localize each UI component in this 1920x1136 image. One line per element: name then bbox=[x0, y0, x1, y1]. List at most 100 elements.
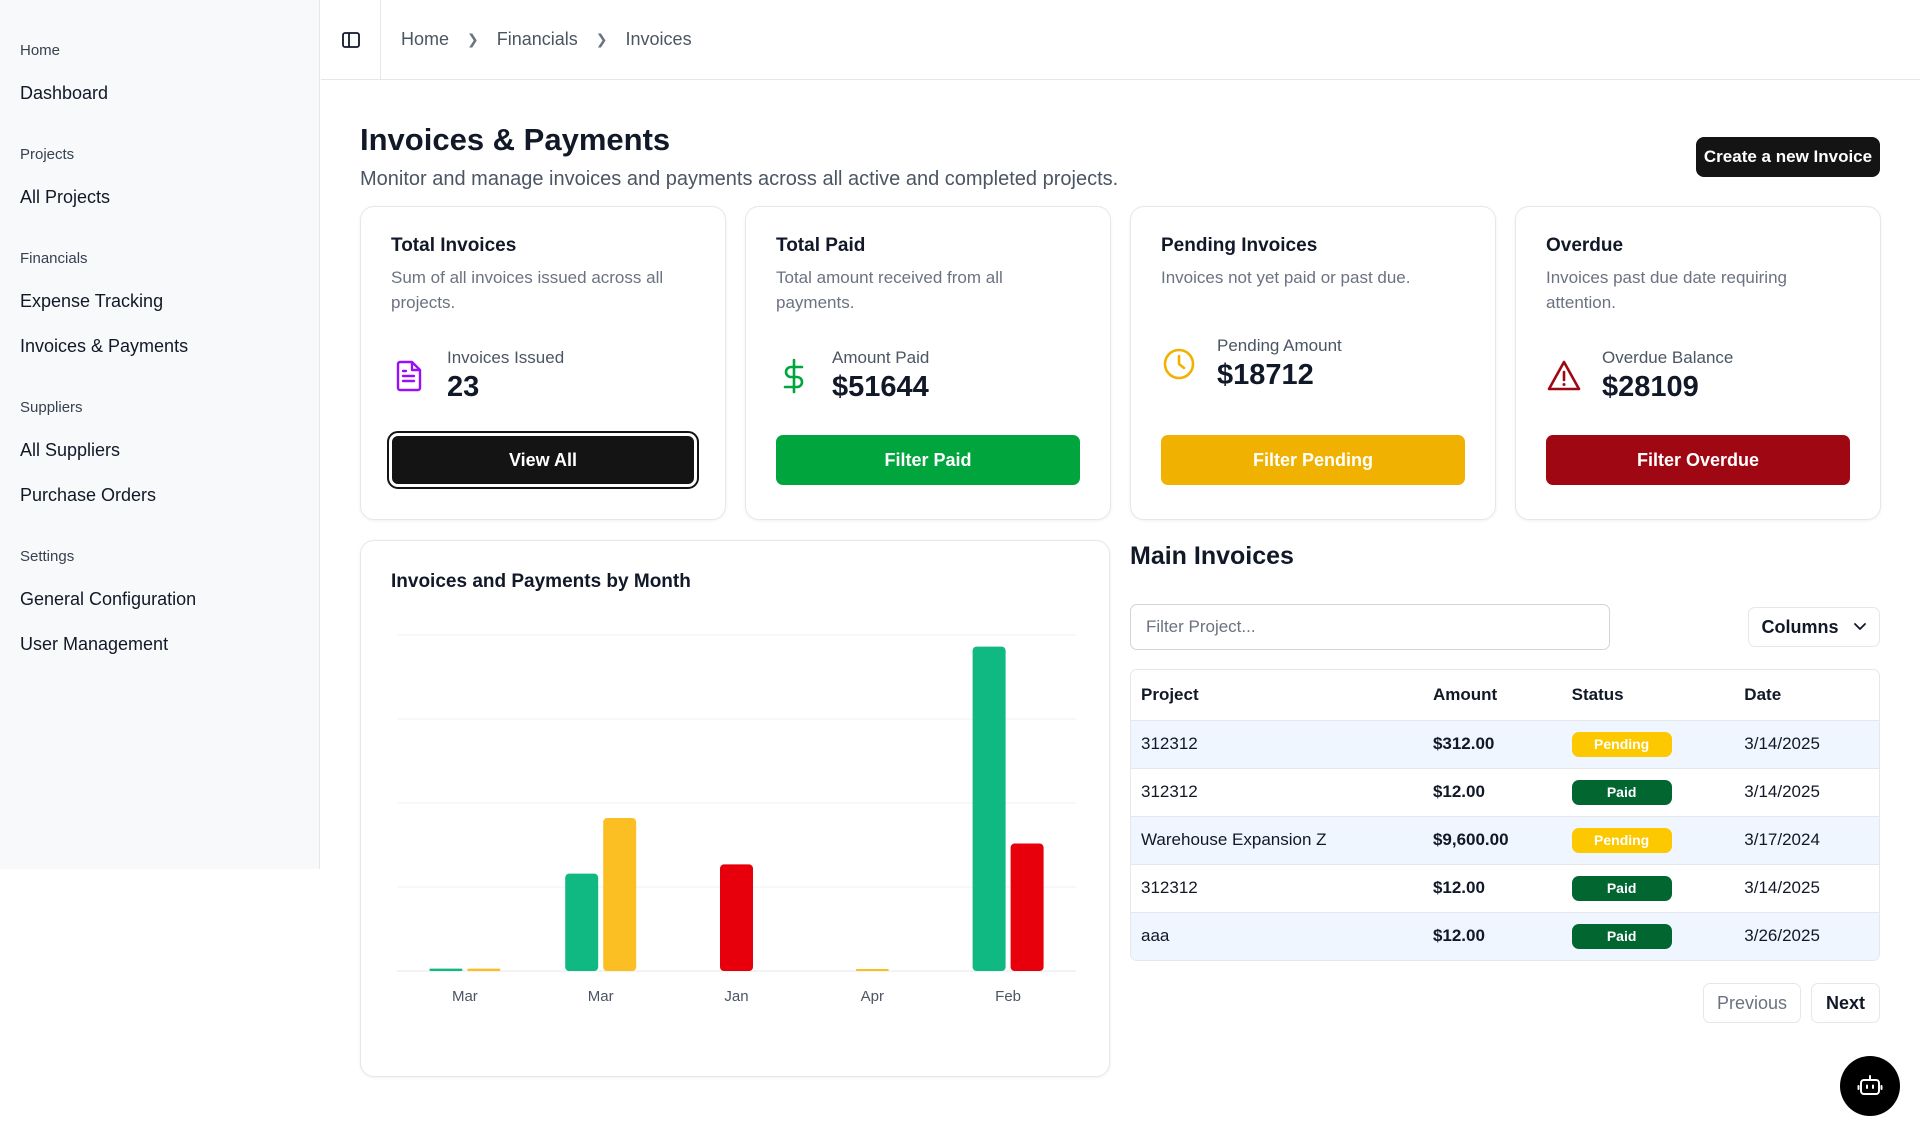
chart-bar[interactable] bbox=[1010, 843, 1044, 971]
chart-x-tick-label: Jan bbox=[724, 988, 748, 1005]
chevron-right-icon: ❯ bbox=[467, 31, 479, 47]
dollar-icon bbox=[776, 358, 812, 394]
card-metric: Pending Amount $18712 bbox=[1161, 335, 1342, 393]
sidebar-item-dashboard[interactable]: Dashboard bbox=[20, 83, 109, 103]
columns-button[interactable]: Columns bbox=[1748, 607, 1880, 647]
metric-text: Pending Amount $18712 bbox=[1217, 335, 1342, 393]
table-row[interactable]: 312312 $12.00 Paid 3/14/2025 bbox=[1131, 768, 1879, 817]
sidebar-item-general-configuration[interactable]: General Configuration bbox=[20, 589, 197, 609]
metric-value: 23 bbox=[447, 371, 480, 403]
cell-amount: $12.00 bbox=[1422, 864, 1562, 913]
cell-status: Pending bbox=[1561, 720, 1735, 769]
card-pending-invoices: Pending Invoices Invoices not yet paid o… bbox=[1130, 206, 1496, 520]
breadcrumb-invoices: Invoices bbox=[625, 29, 692, 49]
status-badge: Paid bbox=[1571, 779, 1672, 805]
table-row[interactable]: Warehouse Expansion Z $9,600.00 Pending … bbox=[1131, 816, 1879, 865]
sidebar-group-label: Financials bbox=[20, 250, 88, 267]
cell-date: 3/17/2024 bbox=[1734, 816, 1879, 865]
sidebar-item-all-projects[interactable]: All Projects bbox=[20, 187, 111, 207]
card-metric: Overdue Balance $28109 bbox=[1546, 347, 1733, 405]
cell-status: Pending bbox=[1561, 816, 1735, 865]
column-header-amount[interactable]: Amount bbox=[1422, 670, 1562, 721]
sidebar-group-projects: Projects All Projects bbox=[0, 144, 319, 212]
table-row[interactable]: 312312 $12.00 Paid 3/14/2025 bbox=[1131, 864, 1879, 913]
cell-project: aaa bbox=[1131, 912, 1423, 960]
metric-value: $18712 bbox=[1217, 359, 1314, 391]
cell-amount: $312.00 bbox=[1422, 720, 1562, 769]
card-total-invoices: Total Invoices Sum of all invoices issue… bbox=[360, 206, 726, 520]
metric-label: Amount Paid bbox=[832, 348, 930, 367]
chart-bar[interactable] bbox=[720, 864, 753, 971]
sidebar-group-label: Home bbox=[20, 42, 61, 59]
cell-amount: $12.00 bbox=[1422, 912, 1562, 960]
cell-project: Warehouse Expansion Z bbox=[1131, 816, 1423, 865]
next-page-button[interactable]: Next bbox=[1811, 983, 1880, 1023]
breadcrumb-home[interactable]: Home bbox=[401, 29, 450, 49]
metric-label: Invoices Issued bbox=[447, 348, 565, 367]
metric-text: Overdue Balance $28109 bbox=[1602, 347, 1733, 405]
cell-date: 3/14/2025 bbox=[1734, 768, 1879, 817]
column-header-date[interactable]: Date bbox=[1734, 670, 1879, 721]
card-title: Pending Invoices bbox=[1161, 235, 1318, 256]
chart-bar[interactable] bbox=[855, 969, 889, 971]
cell-status: Paid bbox=[1561, 864, 1735, 913]
sidebar-item-invoices-payments[interactable]: Invoices & Payments bbox=[20, 336, 189, 356]
filter-overdue-button[interactable]: Filter Overdue bbox=[1546, 435, 1850, 485]
filter-project-input[interactable] bbox=[1130, 604, 1610, 650]
cell-project: 312312 bbox=[1131, 768, 1423, 817]
metric-label: Overdue Balance bbox=[1602, 348, 1734, 367]
column-header-status[interactable]: Status bbox=[1561, 670, 1735, 721]
sidebar-item-purchase-orders[interactable]: Purchase Orders bbox=[20, 485, 157, 505]
assistant-button[interactable] bbox=[1840, 1056, 1900, 1116]
invoices-table: Project Amount Status Date 312312 $312.0… bbox=[1130, 669, 1880, 961]
sidebar-item-all-suppliers[interactable]: All Suppliers bbox=[20, 440, 121, 460]
card-description: Invoices past due date requiring attenti… bbox=[1546, 268, 1787, 312]
bar-chart: Mar Mar Jan Apr Feb bbox=[397, 634, 1076, 1005]
sidebar-toggle-button[interactable] bbox=[321, 0, 381, 80]
previous-page-button[interactable]: Previous bbox=[1703, 983, 1801, 1023]
chart-bar[interactable] bbox=[565, 873, 599, 971]
filter-paid-button[interactable]: Filter Paid bbox=[776, 435, 1080, 485]
breadcrumb: Home ❯ Financials ❯ Invoices bbox=[381, 29, 692, 50]
chart-x-tick-label: Feb bbox=[995, 988, 1021, 1005]
chart-card: Invoices and Payments by Month Mar Mar Jan… bbox=[360, 540, 1110, 1077]
card-title: Overdue bbox=[1546, 235, 1624, 256]
metric-text: Amount Paid $51644 bbox=[832, 347, 929, 405]
filter-pending-button[interactable]: Filter Pending bbox=[1161, 435, 1465, 485]
chart-bar[interactable] bbox=[467, 968, 501, 971]
page-title: Invoices & Payments bbox=[360, 122, 671, 157]
sidebar-group-label: Settings bbox=[20, 548, 75, 565]
sidebar-item-expense-tracking[interactable]: Expense Tracking bbox=[20, 291, 164, 311]
sidebar-group-home: Home Dashboard bbox=[0, 40, 319, 108]
card-metric: Invoices Issued 23 bbox=[391, 347, 564, 405]
chart-bar[interactable] bbox=[429, 968, 463, 971]
cell-status: Paid bbox=[1561, 768, 1735, 817]
chart-bar[interactable] bbox=[603, 818, 637, 971]
table-row[interactable]: aaa $12.00 Paid 3/26/2025 bbox=[1131, 912, 1879, 960]
metric-label: Pending Amount bbox=[1217, 336, 1342, 355]
chevron-right-icon: ❯ bbox=[595, 31, 608, 47]
cell-amount: $12.00 bbox=[1422, 768, 1562, 817]
chart-x-tick-label: Apr bbox=[861, 988, 884, 1005]
cell-project: 312312 bbox=[1131, 720, 1423, 769]
cell-project: 312312 bbox=[1131, 864, 1423, 913]
table-row[interactable]: 312312 $312.00 Pending 3/14/2025 bbox=[1131, 720, 1879, 769]
bot-icon bbox=[1857, 1075, 1883, 1095]
clock-icon bbox=[1161, 346, 1197, 382]
cell-date: 3/14/2025 bbox=[1734, 720, 1879, 769]
chart-title: Invoices and Payments by Month bbox=[391, 571, 691, 592]
chart-bar[interactable] bbox=[972, 646, 1006, 971]
table-header-row: Project Amount Status Date bbox=[1131, 670, 1879, 721]
status-badge: Pending bbox=[1571, 731, 1672, 757]
column-header-project[interactable]: Project bbox=[1131, 670, 1423, 721]
card-title: Total Paid bbox=[776, 235, 866, 256]
view-all-button[interactable]: View All bbox=[387, 431, 699, 489]
breadcrumb-financials[interactable]: Financials bbox=[496, 29, 578, 49]
card-metric: Amount Paid $51644 bbox=[776, 347, 929, 405]
file-text-icon bbox=[391, 358, 427, 394]
status-badge: Pending bbox=[1571, 827, 1672, 853]
card-overdue: Overdue Invoices past due date requiring… bbox=[1515, 206, 1881, 520]
create-invoice-button[interactable]: Create a new Invoice bbox=[1696, 137, 1880, 177]
sidebar-item-user-management[interactable]: User Management bbox=[20, 634, 169, 654]
card-description: Sum of all invoices issued across all pr… bbox=[391, 268, 664, 312]
